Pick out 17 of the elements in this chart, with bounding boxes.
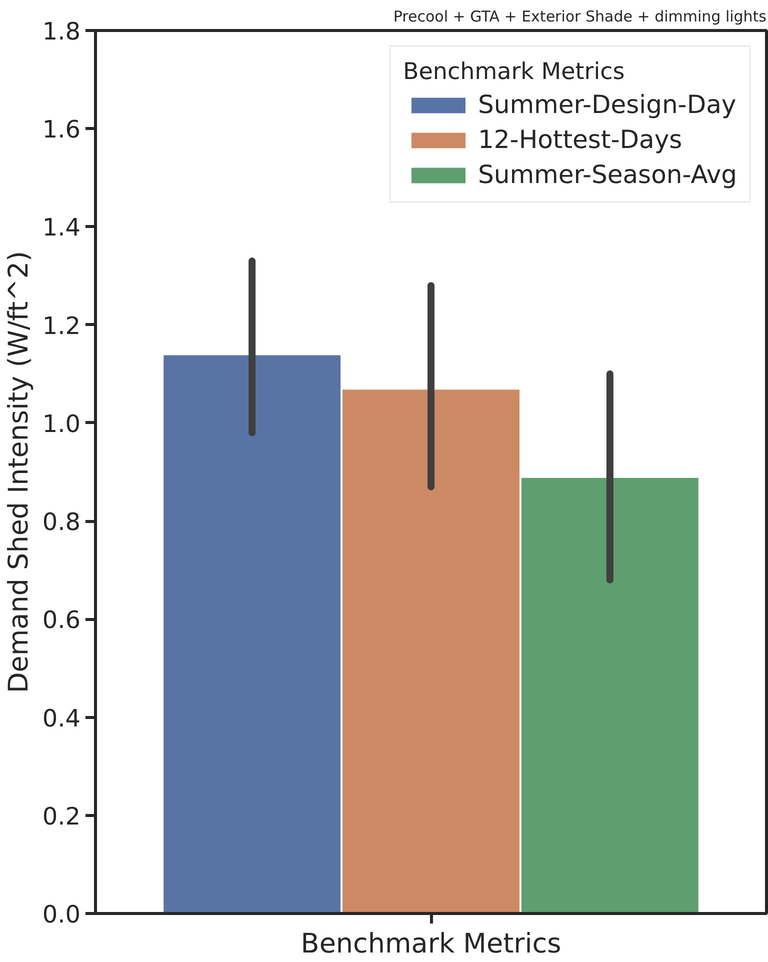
y-tick-label: 1.6 [42,116,81,144]
y-axis-title: Demand Shed Intensity (W/ft^2) [3,250,34,694]
y-tick-label: 1.0 [42,410,81,438]
legend-title: Benchmark Metrics [402,59,626,85]
y-tick-label: 1.2 [42,312,81,340]
y-tick-label: 0.6 [42,606,81,634]
y-tick-label: 1.8 [42,18,81,46]
chart-title: Precool + GTA + Exterior Shade + dimming lights [393,8,767,26]
legend-label: Summer-Design-Day [478,90,736,119]
y-tick-label: 0.2 [42,802,81,830]
y-tick-label: 0.8 [42,508,81,536]
y-tick-label: 0.4 [42,704,81,732]
legend-label: Summer-Season-Avg [478,160,737,189]
legend-label: 12-Hottest-Days [478,125,682,154]
y-tick-label: 1.4 [42,214,81,242]
y-tick-label: 0.0 [42,900,81,928]
x-axis-title: Benchmark Metrics [300,928,562,960]
